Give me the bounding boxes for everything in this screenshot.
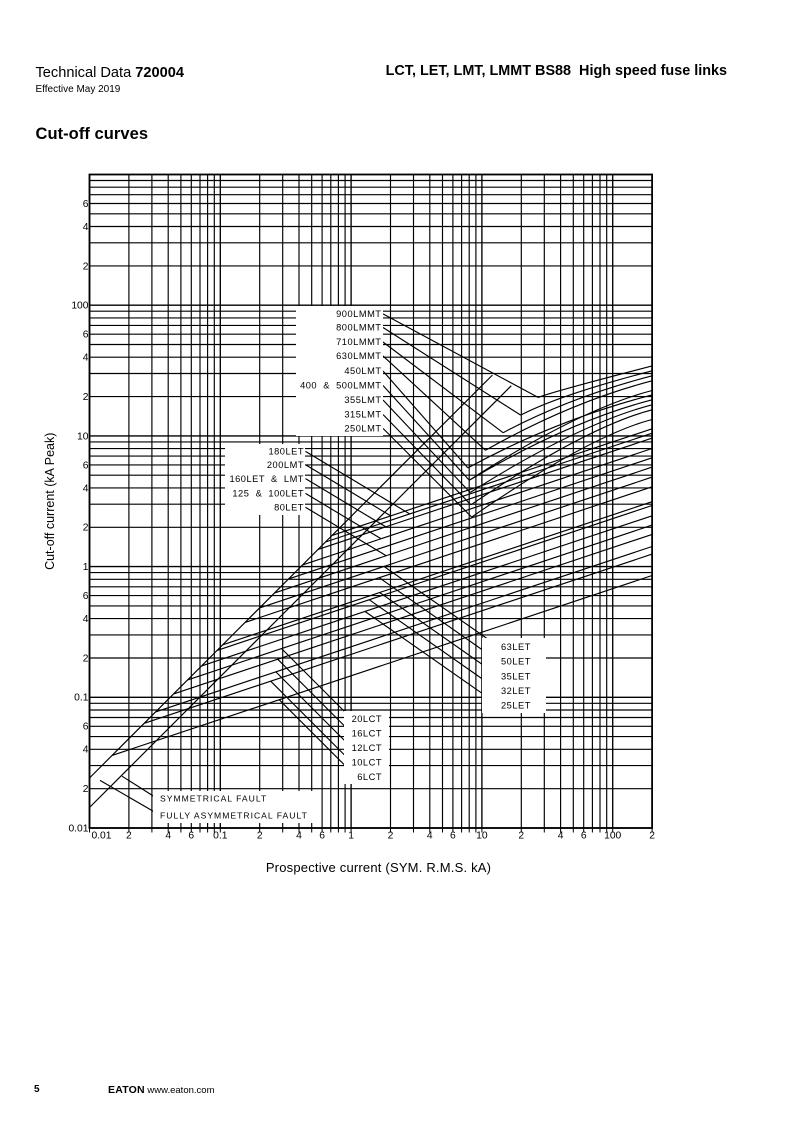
svg-text:800LMMT: 800LMMT xyxy=(336,323,381,333)
svg-text:250LMT: 250LMT xyxy=(344,424,381,434)
svg-text:1: 1 xyxy=(348,831,354,842)
svg-text:16LCT: 16LCT xyxy=(352,729,382,739)
svg-text:2: 2 xyxy=(257,831,263,842)
svg-text:2: 2 xyxy=(83,523,89,534)
svg-text:2: 2 xyxy=(518,831,524,842)
svg-text:10: 10 xyxy=(476,831,488,842)
svg-text:6: 6 xyxy=(83,591,89,602)
svg-text:20LCT: 20LCT xyxy=(352,714,382,724)
svg-text:2: 2 xyxy=(83,261,89,272)
svg-text:25LET: 25LET xyxy=(501,700,531,710)
svg-text:80LET: 80LET xyxy=(274,503,304,513)
svg-text:630LMMT: 630LMMT xyxy=(336,351,381,361)
svg-text:0.1: 0.1 xyxy=(74,693,89,704)
svg-text:0.1: 0.1 xyxy=(213,831,228,842)
svg-text:2: 2 xyxy=(83,392,89,403)
svg-text:4: 4 xyxy=(83,222,89,233)
svg-text:4: 4 xyxy=(165,831,171,842)
svg-text:10: 10 xyxy=(77,431,89,442)
svg-text:4: 4 xyxy=(83,614,89,625)
svg-text:32LET: 32LET xyxy=(501,686,531,696)
svg-text:12LCT: 12LCT xyxy=(352,743,382,753)
svg-text:FULLY ASYMMETRICAL FAULT: FULLY ASYMMETRICAL FAULT xyxy=(160,811,308,821)
svg-text:10LCT: 10LCT xyxy=(352,758,382,768)
svg-text:100: 100 xyxy=(604,831,621,842)
svg-text:6: 6 xyxy=(83,330,89,341)
svg-text:6LCT: 6LCT xyxy=(357,772,382,782)
svg-text:63LET: 63LET xyxy=(501,642,531,652)
svg-text:35LET: 35LET xyxy=(501,671,531,681)
svg-text:160LET & LMT: 160LET & LMT xyxy=(229,474,304,484)
svg-text:6: 6 xyxy=(83,199,89,210)
svg-text:0.01: 0.01 xyxy=(68,823,88,834)
svg-text:200LMT: 200LMT xyxy=(267,460,304,470)
svg-text:125 & 100LET: 125 & 100LET xyxy=(232,489,304,499)
svg-text:6: 6 xyxy=(188,831,194,842)
svg-text:400 & 500LMMT: 400 & 500LMMT xyxy=(300,381,381,391)
svg-text:4: 4 xyxy=(83,483,89,494)
svg-text:6: 6 xyxy=(83,722,89,733)
svg-text:2: 2 xyxy=(83,653,89,664)
svg-text:50LET: 50LET xyxy=(501,657,531,667)
svg-text:355LMT: 355LMT xyxy=(344,395,381,405)
svg-text:4: 4 xyxy=(427,831,433,842)
svg-text:180LET: 180LET xyxy=(268,447,304,457)
svg-text:SYMMETRICAL FAULT: SYMMETRICAL FAULT xyxy=(160,794,267,804)
svg-text:2: 2 xyxy=(83,784,89,795)
svg-text:315LMT: 315LMT xyxy=(344,410,381,420)
svg-text:2: 2 xyxy=(126,831,132,842)
svg-text:6: 6 xyxy=(450,831,456,842)
svg-text:450LMT: 450LMT xyxy=(344,366,381,376)
svg-text:2: 2 xyxy=(649,831,655,842)
svg-text:100: 100 xyxy=(71,301,88,312)
svg-text:710LMMT: 710LMMT xyxy=(336,337,381,347)
svg-text:900LMMT: 900LMMT xyxy=(336,309,381,319)
svg-text:4: 4 xyxy=(83,745,89,756)
svg-text:6: 6 xyxy=(83,460,89,471)
svg-text:2: 2 xyxy=(388,831,394,842)
svg-text:6: 6 xyxy=(581,831,587,842)
svg-text:0.01: 0.01 xyxy=(91,831,111,842)
svg-text:4: 4 xyxy=(83,353,89,364)
svg-text:1: 1 xyxy=(83,562,89,573)
svg-text:6: 6 xyxy=(319,831,325,842)
svg-text:4: 4 xyxy=(558,831,564,842)
svg-text:4: 4 xyxy=(296,831,302,842)
